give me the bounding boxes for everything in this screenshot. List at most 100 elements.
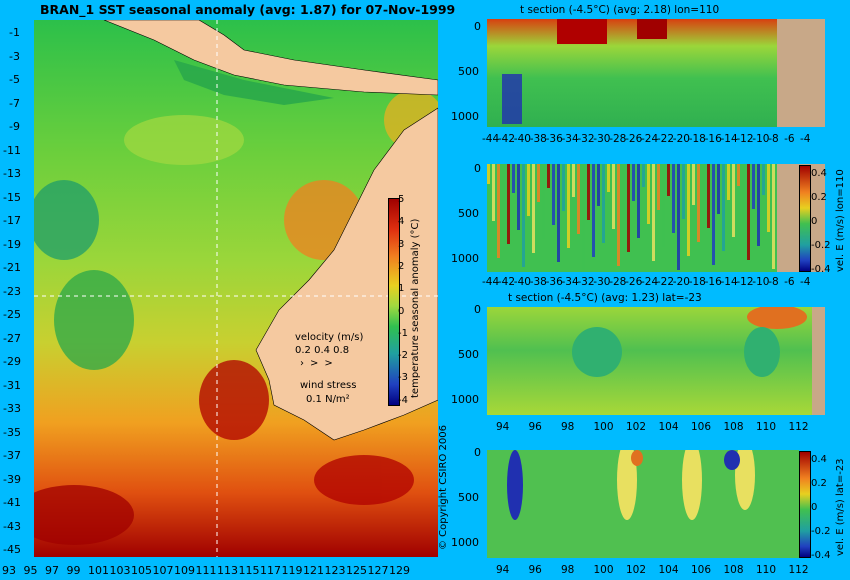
- depth-tick-label: 0: [474, 162, 481, 175]
- sst-colorbar-tick: 4: [398, 216, 405, 228]
- lon-tick-label: 119: [281, 564, 303, 577]
- depth-tick-label: 0: [474, 446, 481, 459]
- lat-tick-label: -13: [3, 167, 21, 180]
- lat-tick-label: -29: [3, 355, 21, 368]
- panel1-title: t section (-4.5°C) (avg: 2.18) lon=110: [520, 4, 720, 16]
- warm-anomaly-patch: [34, 485, 134, 545]
- x-tick-label: -8: [768, 133, 779, 145]
- x-tick-label: -22: [656, 133, 675, 145]
- warm-anomaly-patch: [314, 455, 414, 505]
- velocity-stripe: [502, 164, 505, 207]
- lat-tick-label: -23: [3, 284, 21, 298]
- velocity-stripe: [517, 164, 520, 230]
- x-tick-label: -32: [577, 133, 595, 145]
- velocity-stripe: [617, 164, 620, 266]
- velocity-stripe: [537, 164, 540, 202]
- x-tick-label: -40: [513, 276, 531, 288]
- x-tick-label: -32: [577, 276, 595, 288]
- velocity-stripe: [592, 164, 595, 257]
- velocity-stripe: [507, 164, 510, 244]
- depth-tick-label: 1000: [451, 536, 479, 549]
- lon-tick-label: 101: [88, 564, 109, 577]
- x-tick-label: -34: [561, 276, 579, 288]
- x-tick-label: -36: [545, 276, 563, 288]
- velocity-stripe: [587, 164, 590, 220]
- lon-tick-label: 97: [45, 564, 59, 577]
- x-tick-label: 104: [658, 564, 679, 576]
- velocity-stripe: [752, 164, 755, 209]
- x-tick-label: -6: [784, 276, 795, 288]
- velocity-stripe: [487, 164, 490, 184]
- lon-tick-label: 93: [2, 564, 16, 577]
- x-tick-label: -38: [529, 133, 547, 145]
- velocity-stripe: [682, 164, 685, 219]
- sst-colorbar-tick: 3: [398, 238, 405, 250]
- x-tick-label: 96: [528, 421, 542, 433]
- lat-tick-label: -15: [3, 190, 21, 204]
- velocity-stripe: [597, 164, 600, 206]
- lat-tick-label: -17: [3, 214, 21, 227]
- x-tick-label: 94: [496, 564, 510, 576]
- lat-tick-label: -11: [3, 143, 21, 157]
- velocity-stripe: [567, 164, 570, 248]
- sst-colorbar-tick: -4: [398, 394, 408, 406]
- depth-tick-label: 1000: [451, 393, 479, 406]
- x-tick-label: -14: [720, 276, 738, 288]
- velocity-stripe: [612, 164, 615, 229]
- panel4-colorbar-label: vel. E (m/s) lat=-23: [835, 458, 846, 556]
- velocity-stripe: [652, 164, 655, 261]
- lat-tick-label: -43: [3, 519, 21, 533]
- velocity-stripe: [722, 164, 725, 251]
- lon-tick-label: 113: [217, 564, 238, 577]
- panel1-tsection: [487, 19, 825, 127]
- map-title: BRAN_1 SST seasonal anomaly (avg: 1.87) …: [40, 2, 456, 17]
- lon-tick-label: 103: [109, 564, 131, 577]
- depth-tick-label: 0: [474, 20, 481, 33]
- velocity-stripe: [637, 164, 640, 238]
- velocity-stripe: [602, 164, 605, 243]
- cool-anomaly-patch: [54, 270, 134, 370]
- x-tick-label: -12: [736, 276, 754, 288]
- lat-tick-label: -21: [3, 261, 21, 274]
- lon-tick-label: 111: [195, 564, 217, 577]
- lat-tick-label: -25: [3, 308, 21, 321]
- x-tick-label: -8: [768, 276, 779, 288]
- lon-tick-label: 123: [324, 564, 346, 577]
- x-tick-label: -22: [656, 276, 675, 288]
- sst-colorbar-tick: -1: [398, 327, 408, 339]
- x-tick-label: 100: [593, 421, 614, 433]
- copyright-text: © Copyright CSIRO 2006: [438, 425, 449, 550]
- x-tick-label: 112: [788, 421, 809, 433]
- velocity-stripe: [627, 164, 630, 252]
- velocity-colorbar-tick: -0.4: [811, 550, 831, 561]
- velocity-colorbar-tick: 0.2: [811, 192, 827, 203]
- x-tick-label: -6: [784, 133, 795, 145]
- x-tick-label: 98: [561, 421, 575, 433]
- sst-colorbar-tick: -2: [398, 350, 408, 362]
- velocity-stripe: [732, 164, 735, 237]
- velocity-stripe: [547, 164, 550, 188]
- lat-tick-label: -3: [9, 49, 20, 63]
- x-tick-label: -30: [593, 133, 611, 145]
- x-tick-label: 108: [723, 564, 744, 576]
- velocity-stripe: [582, 164, 585, 271]
- lat-tick-label: -45: [3, 543, 21, 556]
- velocity-stripe: [532, 164, 535, 253]
- lat-tick-label: -37: [3, 449, 21, 462]
- velocity-stripe: [552, 164, 555, 225]
- x-tick-label: -4: [800, 276, 811, 288]
- velocity-colorbar-tick: 0.2: [811, 478, 827, 489]
- velocity-stripe: [542, 164, 545, 239]
- lon-tick-label: 109: [174, 564, 195, 577]
- velocity-stripe: [702, 164, 705, 191]
- warm-anomaly-patch: [199, 360, 269, 440]
- x-tick-label: 106: [691, 564, 712, 576]
- depth-tick-label: 500: [458, 207, 479, 220]
- velocity-colorbar-tick: -0.4: [811, 264, 831, 275]
- velocity-stripe: [697, 164, 700, 242]
- sst-colorbar-label: temperature seasonal anomaly (°C): [410, 218, 421, 398]
- lon-tick-label: 129: [389, 564, 410, 577]
- velocity-stripe: [727, 164, 730, 200]
- lat-tick-label: -9: [9, 120, 20, 133]
- lat-tick-label: -19: [3, 237, 21, 251]
